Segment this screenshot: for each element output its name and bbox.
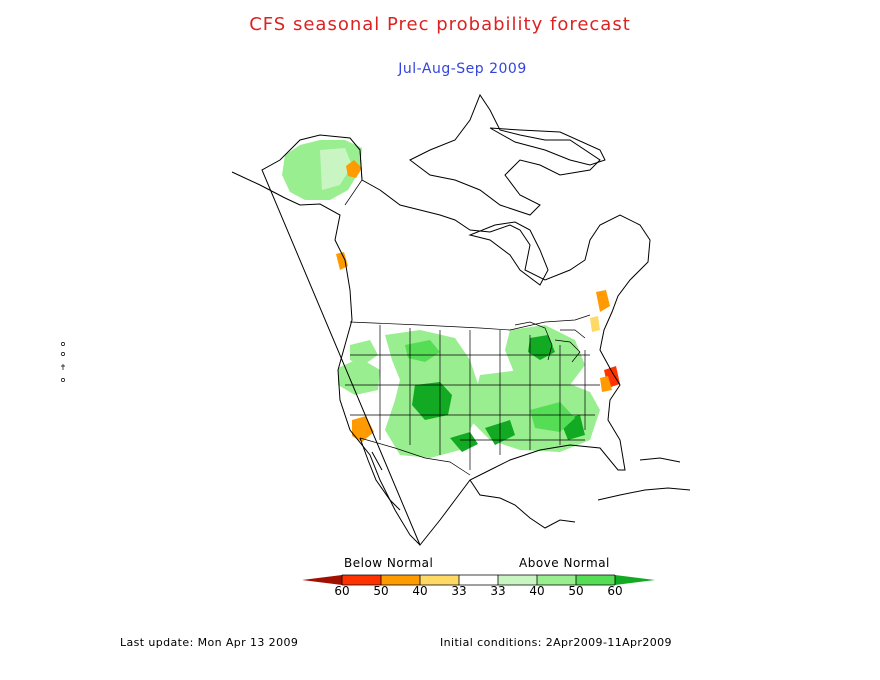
greenland [489,127,606,166]
legend-swatch-above-40 [537,575,576,585]
map-title: CFS seasonal Prec probability forecast [249,14,631,35]
legend-above-label: Above Normal [519,556,610,570]
probability-shading [282,140,620,458]
state-lines [345,325,600,470]
mexico-baja [359,437,401,511]
caribbean-cuba [597,457,691,501]
shade-midatlantic-orange [600,376,612,392]
color-legend [302,574,655,586]
legend-tick-1: 50 [373,584,389,598]
shade-bc-below [336,252,348,270]
legend-swatch-below-40 [381,575,420,585]
legend-tick-0: 60 [334,584,350,598]
legend-tick-2: 40 [412,584,428,598]
great-lakes-outline [514,321,586,363]
shade-southeast-mid [530,402,575,432]
legend-swatch-above-60-plus [615,575,655,585]
shade-nw-above [350,340,378,366]
legend-tick-4: 33 [490,584,506,598]
alaska-border [344,149,363,206]
shade-michigan-strong [528,335,555,360]
initial-conditions-text: Initial conditions: 2Apr2009-11Apr2009 [440,636,672,649]
us-canada-border [349,314,591,331]
hudson-bay [468,221,549,286]
arctic-islands [409,93,601,216]
legend-swatch-below-33 [420,575,459,585]
map-subtitle: Jul-Aug-Sep 2009 [398,61,527,77]
last-update-text: Last update: Mon Apr 13 2009 [120,636,299,649]
shade-texas-strong [450,432,478,452]
legend-tick-6: 50 [568,584,584,598]
shade-alaska-light [320,148,352,190]
axis-mark [61,342,65,382]
central-america [469,479,576,529]
legend-tick-7: 60 [607,584,623,598]
shade-northplains-above [405,340,440,362]
legend-swatch-above-33 [498,575,537,585]
shade-alaska-below [346,160,362,178]
shade-rockies-strong [412,382,452,420]
legend-swatch-neutral [459,575,498,585]
shade-northeast-below [596,290,610,312]
shade-west-above [338,358,380,395]
legend-below-label: Below Normal [344,556,434,570]
north-america-coast [231,134,651,546]
shade-newengland-below [590,316,600,332]
legend-tick-3: 33 [451,584,467,598]
legend-swatch-below-60-plus [302,575,342,585]
us-mexico-border [359,437,471,476]
political-borders [344,149,600,476]
legend-swatch-above-50 [576,575,615,585]
coastline-outlines [231,93,691,546]
legend-tick-5: 40 [529,584,545,598]
legend-swatch-below-50 [342,575,381,585]
